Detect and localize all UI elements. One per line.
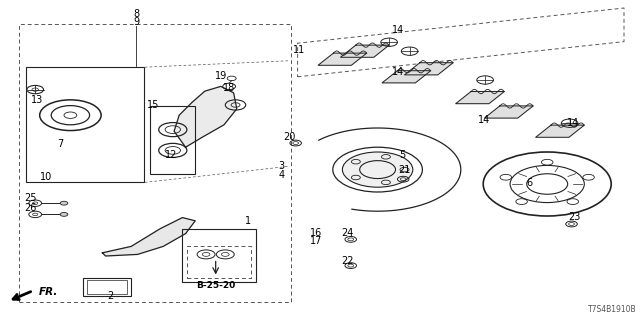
Text: 14: 14	[477, 115, 490, 125]
Bar	[182, 229, 256, 282]
Polygon shape	[536, 125, 584, 137]
Text: 23: 23	[568, 212, 581, 222]
Text: 7: 7	[58, 139, 64, 149]
Circle shape	[342, 152, 413, 187]
Text: 9: 9	[133, 17, 140, 27]
Text: FR.: FR.	[38, 287, 58, 297]
Bar	[87, 280, 127, 294]
Polygon shape	[102, 218, 195, 256]
Circle shape	[60, 212, 68, 216]
Text: 14: 14	[392, 25, 404, 36]
Text: 13: 13	[31, 95, 44, 105]
Polygon shape	[484, 106, 533, 118]
Text: 16: 16	[310, 228, 323, 238]
Text: 21: 21	[398, 165, 411, 175]
Text: T7S4B1910B: T7S4B1910B	[588, 305, 637, 314]
Text: 6: 6	[527, 178, 533, 188]
Text: 11: 11	[293, 44, 306, 55]
Text: 5: 5	[399, 150, 405, 160]
Text: 26: 26	[24, 203, 37, 213]
Text: 10: 10	[40, 172, 52, 182]
Text: 12: 12	[164, 150, 177, 160]
Polygon shape	[340, 45, 389, 57]
Bar	[150, 106, 195, 174]
Polygon shape	[174, 86, 237, 147]
Bar	[26, 67, 144, 182]
Text: 18: 18	[223, 83, 236, 93]
Text: 2: 2	[107, 291, 113, 301]
Text: 25: 25	[24, 193, 37, 204]
Text: 17: 17	[310, 236, 323, 246]
Text: 1: 1	[245, 216, 252, 227]
Text: 4: 4	[278, 170, 285, 180]
Text: B-25-20: B-25-20	[196, 281, 236, 290]
Bar	[83, 278, 131, 296]
Text: 8: 8	[133, 9, 140, 20]
Text: 24: 24	[341, 228, 354, 238]
Text: 22: 22	[341, 256, 354, 266]
Polygon shape	[404, 63, 453, 75]
Text: 14: 14	[392, 67, 404, 77]
Polygon shape	[318, 53, 367, 65]
Text: 19: 19	[214, 71, 227, 81]
Text: 15: 15	[147, 100, 160, 110]
Circle shape	[60, 201, 68, 205]
Text: 3: 3	[278, 161, 285, 172]
Polygon shape	[382, 71, 431, 83]
Text: 14: 14	[567, 118, 580, 128]
Text: 20: 20	[283, 132, 296, 142]
Polygon shape	[456, 92, 504, 104]
